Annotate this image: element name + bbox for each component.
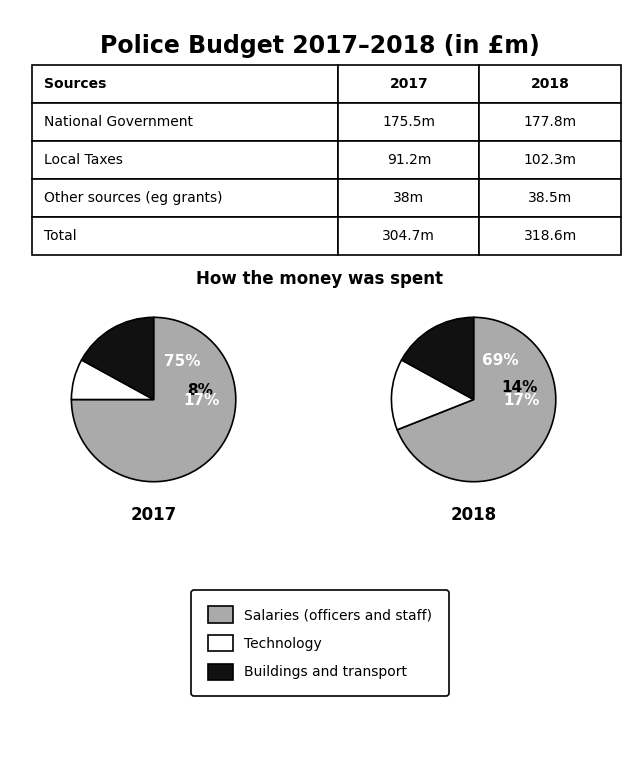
Text: 38m: 38m [393,191,424,205]
Text: 69%: 69% [483,353,519,368]
Legend: Salaries (officers and staff), Technology, Buildings and transport: Salaries (officers and staff), Technolog… [191,590,449,696]
Text: 14%: 14% [502,380,538,396]
Wedge shape [72,360,154,400]
Text: 2017: 2017 [131,506,177,524]
Text: 38.5m: 38.5m [528,191,572,205]
Wedge shape [397,317,556,482]
Bar [338,65,479,103]
Bar [32,65,338,103]
Wedge shape [401,317,474,400]
Bar [338,179,479,217]
Text: Sources: Sources [44,77,106,91]
Text: 8%: 8% [188,383,213,398]
Text: 102.3m: 102.3m [524,153,577,167]
Bar [338,141,479,179]
Bar [32,179,338,217]
Text: Police Budget 2017–2018 (in £m): Police Budget 2017–2018 (in £m) [100,34,540,59]
Text: Local Taxes: Local Taxes [44,153,123,167]
Text: 304.7m: 304.7m [382,229,435,243]
Text: 177.8m: 177.8m [524,115,577,129]
Bar [479,141,621,179]
Text: 318.6m: 318.6m [524,229,577,243]
Bar [479,103,621,141]
Bar [479,65,621,103]
Bar [479,179,621,217]
Bar [338,217,479,255]
Text: 91.2m: 91.2m [387,153,431,167]
Bar [338,103,479,141]
Text: National Government: National Government [44,115,193,129]
Text: 2018: 2018 [451,506,497,524]
Wedge shape [72,317,236,482]
Text: 175.5m: 175.5m [382,115,435,129]
Text: 17%: 17% [503,393,540,408]
Text: 2018: 2018 [531,77,570,91]
Text: Other sources (eg grants): Other sources (eg grants) [44,191,222,205]
Text: 2017: 2017 [390,77,428,91]
Bar [479,217,621,255]
Bar [32,103,338,141]
Bar [32,141,338,179]
Bar [32,217,338,255]
Text: 17%: 17% [183,393,220,408]
Wedge shape [81,317,154,400]
Text: How the money was spent: How the money was spent [196,270,444,288]
Text: Total: Total [44,229,76,243]
Wedge shape [392,360,474,430]
Text: 75%: 75% [164,354,201,369]
